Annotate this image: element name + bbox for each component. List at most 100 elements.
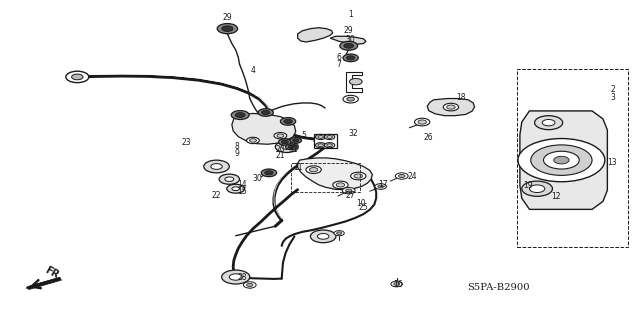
Circle shape <box>415 118 430 126</box>
Text: 13: 13 <box>607 158 618 167</box>
Circle shape <box>204 160 229 173</box>
Text: S5PA-B2900: S5PA-B2900 <box>467 283 529 292</box>
Circle shape <box>217 24 237 34</box>
Text: 7: 7 <box>337 60 342 69</box>
Circle shape <box>288 145 294 148</box>
Text: FR.: FR. <box>43 265 63 283</box>
Circle shape <box>543 151 579 169</box>
Circle shape <box>221 270 250 284</box>
Text: 8: 8 <box>235 142 239 151</box>
Circle shape <box>346 189 352 192</box>
Circle shape <box>246 137 259 144</box>
Polygon shape <box>232 114 296 144</box>
Circle shape <box>284 119 292 123</box>
Circle shape <box>336 183 345 187</box>
Circle shape <box>324 134 335 139</box>
Text: 20: 20 <box>276 145 285 154</box>
Circle shape <box>349 78 362 85</box>
Text: 21: 21 <box>276 151 285 160</box>
Text: 32: 32 <box>348 129 358 138</box>
Circle shape <box>334 231 344 236</box>
Circle shape <box>222 26 233 32</box>
Text: 1: 1 <box>348 11 353 19</box>
Polygon shape <box>26 278 61 289</box>
Circle shape <box>277 134 284 137</box>
Text: 22: 22 <box>212 190 221 200</box>
Circle shape <box>344 43 354 48</box>
Circle shape <box>534 116 563 130</box>
Text: 9: 9 <box>234 149 239 158</box>
Circle shape <box>522 181 552 196</box>
Circle shape <box>340 41 358 50</box>
Circle shape <box>265 171 273 175</box>
Circle shape <box>444 103 459 111</box>
Circle shape <box>292 139 299 142</box>
Circle shape <box>306 166 321 174</box>
Text: 26: 26 <box>424 133 433 142</box>
Circle shape <box>531 145 592 175</box>
Text: 14: 14 <box>237 181 247 189</box>
Text: 24: 24 <box>408 172 417 181</box>
Text: 3: 3 <box>610 93 615 102</box>
Text: 29: 29 <box>223 13 232 22</box>
Circle shape <box>447 105 455 109</box>
Text: 2: 2 <box>610 85 615 94</box>
Circle shape <box>310 230 336 243</box>
Circle shape <box>343 95 358 103</box>
Circle shape <box>290 137 301 143</box>
Polygon shape <box>346 71 362 92</box>
Circle shape <box>317 234 329 239</box>
Circle shape <box>399 174 405 178</box>
Circle shape <box>346 56 355 60</box>
Circle shape <box>316 134 326 139</box>
Circle shape <box>554 156 569 164</box>
Text: 31: 31 <box>289 145 298 154</box>
Circle shape <box>72 74 83 80</box>
Text: 17: 17 <box>378 181 387 189</box>
Circle shape <box>337 232 342 234</box>
Text: 12: 12 <box>552 191 561 201</box>
Circle shape <box>343 54 358 62</box>
Circle shape <box>231 111 249 120</box>
Text: 30: 30 <box>346 35 356 44</box>
Text: 4: 4 <box>250 66 255 75</box>
Circle shape <box>219 174 239 184</box>
Circle shape <box>542 120 555 126</box>
Text: 10: 10 <box>356 199 366 208</box>
Circle shape <box>229 274 242 280</box>
Circle shape <box>275 141 298 152</box>
Circle shape <box>351 172 366 180</box>
Text: 16: 16 <box>393 280 403 289</box>
Circle shape <box>280 118 296 125</box>
Circle shape <box>282 140 289 144</box>
Circle shape <box>375 184 387 189</box>
Circle shape <box>274 132 287 139</box>
Circle shape <box>327 144 332 147</box>
Circle shape <box>243 282 256 288</box>
Circle shape <box>418 120 426 124</box>
Bar <box>291 163 360 192</box>
Circle shape <box>262 110 270 115</box>
Circle shape <box>282 144 292 149</box>
Circle shape <box>236 113 245 117</box>
Polygon shape <box>330 36 366 44</box>
Text: 28: 28 <box>237 273 247 282</box>
Circle shape <box>333 181 348 189</box>
Circle shape <box>396 173 408 179</box>
Circle shape <box>378 185 383 188</box>
Text: 27: 27 <box>346 190 355 200</box>
Text: 5: 5 <box>301 131 307 140</box>
Circle shape <box>318 144 323 147</box>
Polygon shape <box>314 134 337 148</box>
Circle shape <box>327 136 332 138</box>
Polygon shape <box>520 111 607 209</box>
Text: 19: 19 <box>523 181 532 190</box>
Circle shape <box>211 164 222 169</box>
Circle shape <box>66 71 89 83</box>
Circle shape <box>278 139 291 145</box>
Circle shape <box>282 139 291 143</box>
Text: 18: 18 <box>456 93 465 102</box>
Circle shape <box>285 140 289 142</box>
Text: 25: 25 <box>358 203 368 211</box>
Circle shape <box>324 143 335 148</box>
